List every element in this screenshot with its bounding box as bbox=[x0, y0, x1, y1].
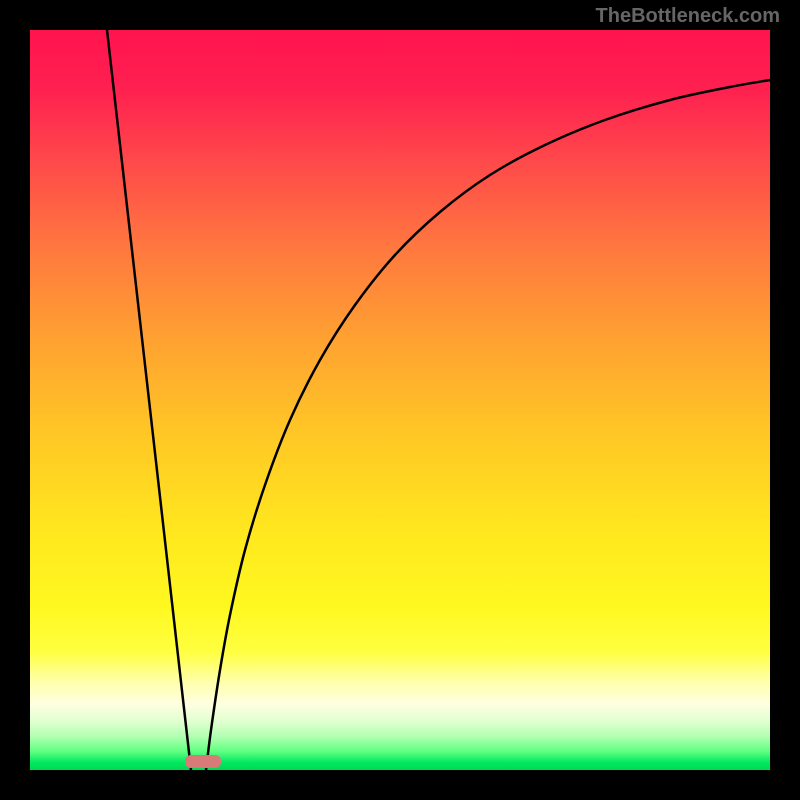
left-descending-line bbox=[107, 30, 191, 770]
plot-area bbox=[30, 30, 770, 770]
right-ascending-curve bbox=[206, 80, 770, 770]
curve-overlay bbox=[30, 30, 770, 770]
watermark-text: TheBottleneck.com bbox=[596, 5, 780, 28]
bottleneck-marker bbox=[185, 755, 221, 768]
